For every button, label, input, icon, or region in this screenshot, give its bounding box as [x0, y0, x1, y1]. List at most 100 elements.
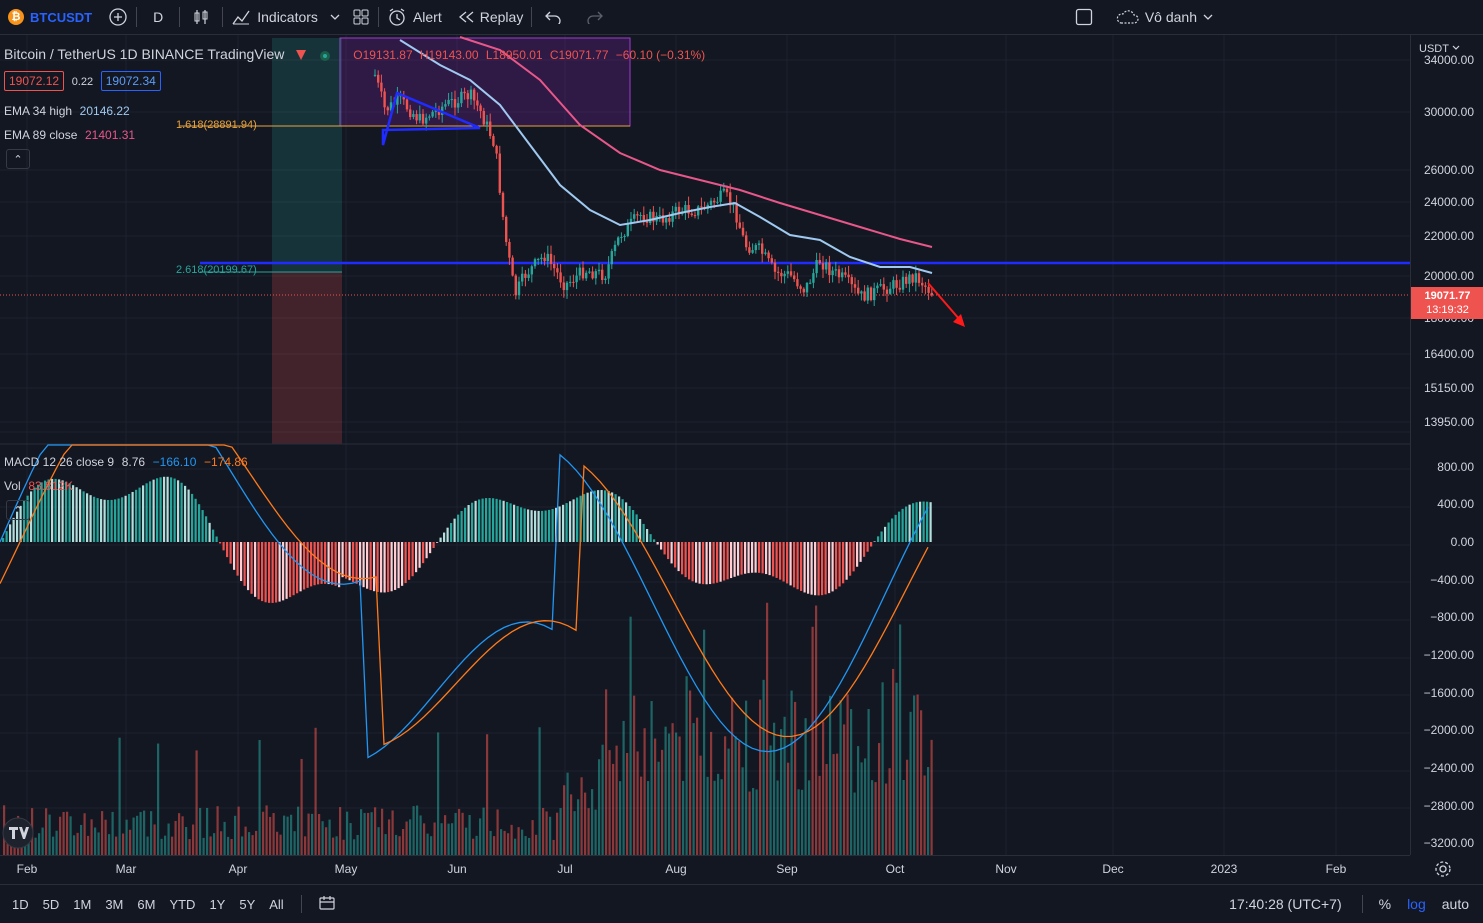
replay-button[interactable]: Replay [450, 0, 532, 34]
ask-price-button[interactable]: 19072.34 [100, 71, 161, 91]
macd-histogram-bar [408, 542, 411, 580]
volume-bar [710, 731, 713, 855]
candle-body [857, 287, 860, 294]
range-button-1m[interactable]: 1M [73, 896, 92, 912]
templates-button[interactable] [344, 0, 378, 34]
range-button-5y[interactable]: 5Y [239, 896, 256, 912]
range-button-3m[interactable]: 3M [105, 896, 124, 912]
volume-bar [83, 813, 86, 855]
macd-histogram-bar [712, 542, 715, 584]
chart-legend-main: Bitcoin / TetherUS 1D BINANCE TradingVie… [4, 46, 705, 62]
volume-bar [307, 813, 310, 855]
candle-body [444, 104, 447, 107]
candle-body [895, 280, 898, 288]
volume-bar [412, 806, 415, 855]
macd-histogram-bar [667, 542, 670, 560]
volume-bar [132, 817, 135, 855]
volume-bar [118, 737, 121, 855]
candle-body [844, 272, 847, 275]
volume-bar [342, 839, 345, 855]
macd-histogram-bar [884, 526, 887, 542]
candle-body [556, 268, 559, 273]
candle-body [620, 236, 623, 238]
volume-bar [94, 827, 97, 855]
volume-bar [706, 776, 709, 855]
percent-scale-toggle[interactable]: % [1378, 896, 1392, 912]
candle-body [613, 244, 617, 252]
macd-histogram-bar [856, 542, 859, 567]
price-chart[interactable] [0, 35, 1410, 855]
macd-histogram-bar [702, 542, 705, 585]
symbol-search-button[interactable]: ₿ BTCUSDT [0, 0, 100, 34]
volume-bar [192, 824, 195, 855]
chart-settings-button[interactable] [1434, 860, 1452, 881]
price-axis[interactable]: USDT 34000.00 30000.00 26000.00 24000.00 220… [1410, 35, 1483, 855]
volume-bar [752, 788, 755, 855]
volume-bar [244, 826, 247, 855]
candle-body [412, 114, 415, 117]
layout-name-button[interactable]: Vô danh [1107, 0, 1221, 34]
macd-hist-value: 8.76 [121, 455, 146, 469]
volume-bar [888, 768, 891, 855]
undo-button[interactable] [532, 0, 574, 34]
volume-bar [640, 776, 643, 855]
macd-collapse-button[interactable]: ⌃ [6, 500, 30, 520]
range-button-5d[interactable]: 5D [42, 896, 60, 912]
volume-bar [818, 775, 821, 855]
macd-histogram-bar [16, 511, 19, 542]
chart-canvas[interactable]: Bitcoin / TetherUS 1D BINANCE TradingVie… [0, 35, 1410, 855]
redo-icon [587, 11, 604, 24]
macd-histogram-bar [737, 542, 740, 576]
volume-bar [370, 812, 373, 855]
indicators-dropdown[interactable] [326, 0, 344, 34]
candle-body [777, 271, 780, 273]
fullscreen-button[interactable] [1061, 0, 1107, 34]
volume-bar [409, 819, 412, 855]
macd-histogram-bar [163, 476, 166, 542]
macd-histogram-bar [268, 542, 271, 603]
symbol-label: BTCUSDT [30, 9, 93, 25]
range-button-all[interactable]: All [269, 896, 284, 912]
volume-bar [440, 823, 443, 855]
candle-body [479, 105, 482, 111]
candle-body [674, 206, 677, 212]
ema34-legend[interactable]: EMA 34 high 20146.22 [4, 103, 130, 118]
volume-bar [531, 820, 534, 855]
goto-date-button[interactable] [312, 895, 342, 914]
currency-label: USDT [1419, 43, 1449, 55]
volume-bar [895, 682, 898, 855]
volume-bar [297, 806, 300, 855]
macd-histogram-bar [523, 508, 526, 542]
macd-histogram-bar [432, 542, 435, 548]
bid-price-button[interactable]: 19072.12 [4, 71, 65, 91]
time-axis-label: Aug [665, 862, 687, 876]
candle-body [428, 116, 431, 118]
ema89-legend[interactable]: EMA 89 close 21401.31 [4, 127, 135, 142]
chart-type-button[interactable] [180, 0, 222, 34]
macd-histogram-bar [457, 514, 460, 542]
range-button-1d[interactable]: 1D [12, 896, 29, 912]
volume-bar [927, 767, 930, 855]
volume-legend[interactable]: Vol 83.812K [4, 478, 73, 493]
timezone-clock[interactable]: 17:40:28 (UTC+7) [1229, 896, 1342, 912]
volume-bar [766, 602, 769, 855]
macd-histogram-bar [730, 542, 733, 579]
range-button-1y[interactable]: 1Y [209, 896, 226, 912]
volume-bar [125, 819, 128, 855]
volume-bar [584, 792, 587, 855]
range-button-ytd[interactable]: YTD [169, 896, 196, 912]
indicators-button[interactable]: Indicators [223, 0, 326, 34]
redo-button[interactable] [574, 0, 616, 34]
range-button-6m[interactable]: 6M [137, 896, 156, 912]
compare-symbol-button[interactable] [100, 0, 136, 34]
time-axis[interactable]: Feb Mar Apr May Jun Jul Aug Sep Oct Nov Dec 2023 Feb [0, 855, 1410, 884]
log-scale-toggle[interactable]: log [1407, 896, 1426, 912]
legend-collapse-button[interactable]: ⌃ [6, 149, 30, 169]
macd-histogram-bar [19, 505, 22, 542]
macd-legend[interactable]: MACD 12 26 close 9 8.76 −166.10 −174.86 [4, 454, 248, 469]
interval-button[interactable]: D [137, 0, 179, 34]
auto-scale-toggle[interactable]: auto [1441, 896, 1469, 912]
macd-histogram-bar [450, 523, 453, 542]
alert-button[interactable]: Alert [379, 0, 450, 34]
currency-selector[interactable]: USDT [1419, 43, 1460, 55]
